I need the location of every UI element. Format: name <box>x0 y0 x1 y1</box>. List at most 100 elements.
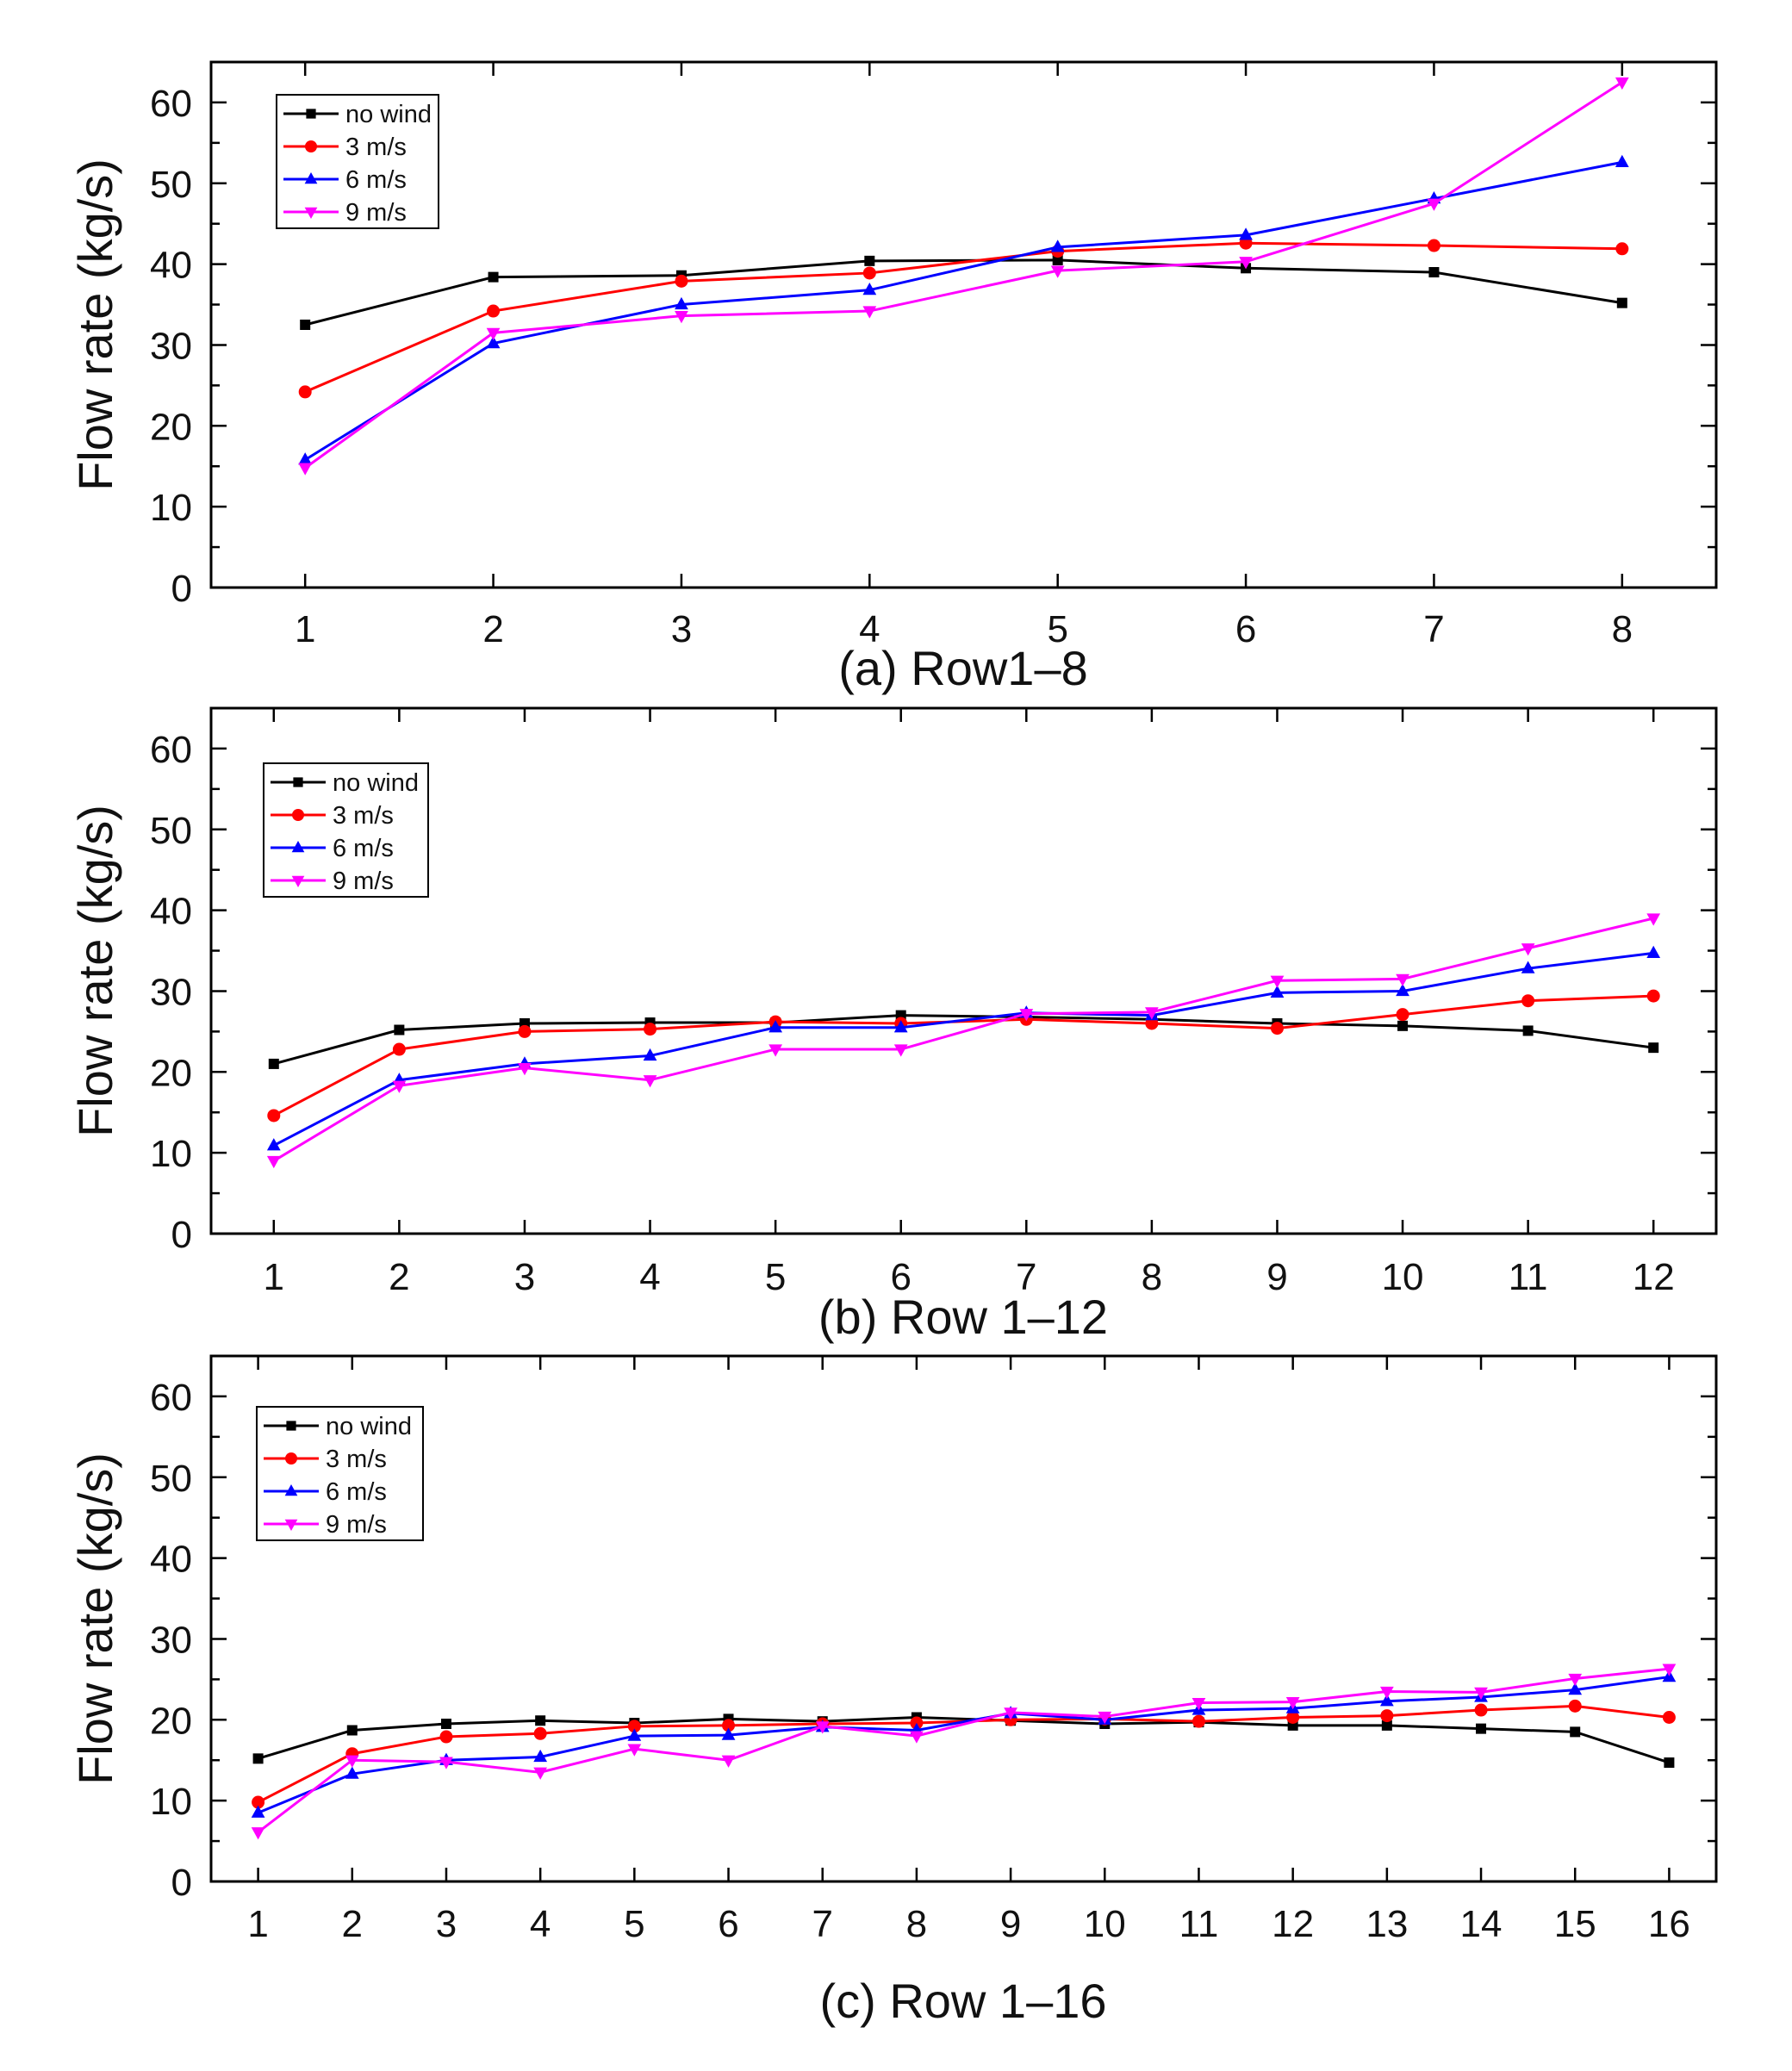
data-point <box>1664 1757 1675 1769</box>
data-point <box>1098 1711 1112 1725</box>
data-point <box>1050 239 1065 252</box>
data-point <box>1379 1694 1394 1707</box>
y-tick-label: 50 <box>150 1458 192 1500</box>
data-point <box>721 1755 736 1768</box>
data-point <box>675 296 688 310</box>
y-tick-label: 60 <box>150 729 192 771</box>
x-tick-label: 6 <box>1235 608 1256 650</box>
y-tick-label: 30 <box>150 325 192 367</box>
series-line <box>304 160 1623 461</box>
data-point <box>721 1727 736 1740</box>
data-point <box>1521 943 1535 956</box>
x-tick-label: 15 <box>1554 1903 1596 1945</box>
x-tick-label: 7 <box>1016 1256 1036 1298</box>
data-point <box>266 1155 281 1169</box>
data-point <box>251 1827 265 1840</box>
plot-frame <box>209 1354 1718 1883</box>
data-point <box>300 320 311 330</box>
data-point <box>722 1719 736 1732</box>
series-line <box>304 258 1623 327</box>
x-tick-label: 5 <box>1047 608 1067 650</box>
data-point <box>893 1020 908 1033</box>
series-line <box>273 951 1654 1147</box>
data-point <box>267 1109 281 1123</box>
y-tick-label: 10 <box>150 487 192 529</box>
series-line <box>257 1704 1670 1804</box>
x-tick-label: 5 <box>765 1256 786 1298</box>
data-point <box>345 1755 359 1768</box>
data-point <box>1427 239 1440 252</box>
x-tick-label: 7 <box>1423 608 1444 650</box>
data-point <box>439 1730 453 1744</box>
data-point <box>518 1024 532 1038</box>
y-tick-label: 40 <box>150 1539 192 1581</box>
plot-frame <box>209 706 1718 1235</box>
legend-marker <box>291 840 305 853</box>
x-tick-label: 4 <box>530 1903 551 1945</box>
series-3-m-s <box>252 1699 1676 1809</box>
legend-label: 9 m/s <box>326 1511 387 1539</box>
legend-label: 9 m/s <box>333 868 394 895</box>
data-point <box>298 452 313 465</box>
legend-box <box>263 762 429 898</box>
data-point <box>346 1725 358 1736</box>
y-tick-label: 10 <box>150 1133 192 1175</box>
data-point <box>675 274 688 288</box>
data-point <box>298 463 313 476</box>
x-tick-label: 6 <box>718 1903 738 1945</box>
data-point <box>1239 257 1253 270</box>
series-line <box>257 1667 1670 1833</box>
legend: no wind 3 m/s 6 m/s 9 m/s <box>263 762 429 898</box>
data-point <box>1239 236 1253 250</box>
data-point <box>1286 1710 1300 1724</box>
data-point <box>1646 913 1661 926</box>
legend-box <box>256 1406 424 1541</box>
data-point <box>1379 1686 1394 1700</box>
y-tick-label: 30 <box>150 971 192 1013</box>
legend-marker <box>292 809 304 821</box>
data-point <box>518 1062 532 1076</box>
x-tick-label: 2 <box>342 1903 363 1945</box>
legend: no wind 3 m/s 6 m/s 9 m/s <box>256 1406 424 1541</box>
data-point <box>643 1048 657 1061</box>
data-point <box>1646 945 1661 958</box>
data-point <box>1615 242 1629 256</box>
legend-marker <box>304 207 318 220</box>
y-tick-label: 50 <box>150 164 192 206</box>
data-point <box>1270 985 1285 998</box>
data-point <box>1616 297 1627 308</box>
data-point <box>1474 1687 1488 1701</box>
data-point <box>627 1728 642 1741</box>
x-tick-label: 8 <box>1612 608 1633 650</box>
x-tick-label: 12 <box>1272 1903 1314 1945</box>
data-point <box>488 271 499 283</box>
data-point <box>266 1138 281 1151</box>
series-no-wind <box>300 254 1627 330</box>
data-point <box>487 304 501 318</box>
data-point <box>394 1024 405 1036</box>
data-point <box>345 1766 359 1779</box>
x-tick-label: 3 <box>514 1256 535 1298</box>
y-tick-label: 40 <box>150 891 192 933</box>
x-tick-label: 10 <box>1084 1903 1126 1945</box>
data-point <box>643 1075 657 1088</box>
panel-caption: (a) Row1–8 <box>838 641 1087 695</box>
data-point <box>1192 1697 1206 1711</box>
data-point <box>1646 989 1660 1003</box>
data-point <box>1570 1726 1581 1738</box>
x-tick-label: 3 <box>671 608 692 650</box>
data-point <box>1381 1720 1392 1731</box>
x-tick-label: 2 <box>482 608 503 650</box>
data-point <box>815 1721 830 1734</box>
data-point <box>1568 1673 1583 1687</box>
y-axis-label: Flow rate (kg/s) <box>68 805 122 1137</box>
plot-frame <box>209 60 1718 589</box>
y-tick-label: 20 <box>150 406 192 448</box>
data-point <box>1004 1707 1017 1720</box>
data-point <box>533 1726 547 1740</box>
data-point <box>1145 1017 1159 1030</box>
data-point <box>1521 961 1535 973</box>
x-tick-label: 1 <box>295 608 315 650</box>
x-tick-label: 8 <box>906 1903 927 1945</box>
data-point <box>862 306 877 319</box>
